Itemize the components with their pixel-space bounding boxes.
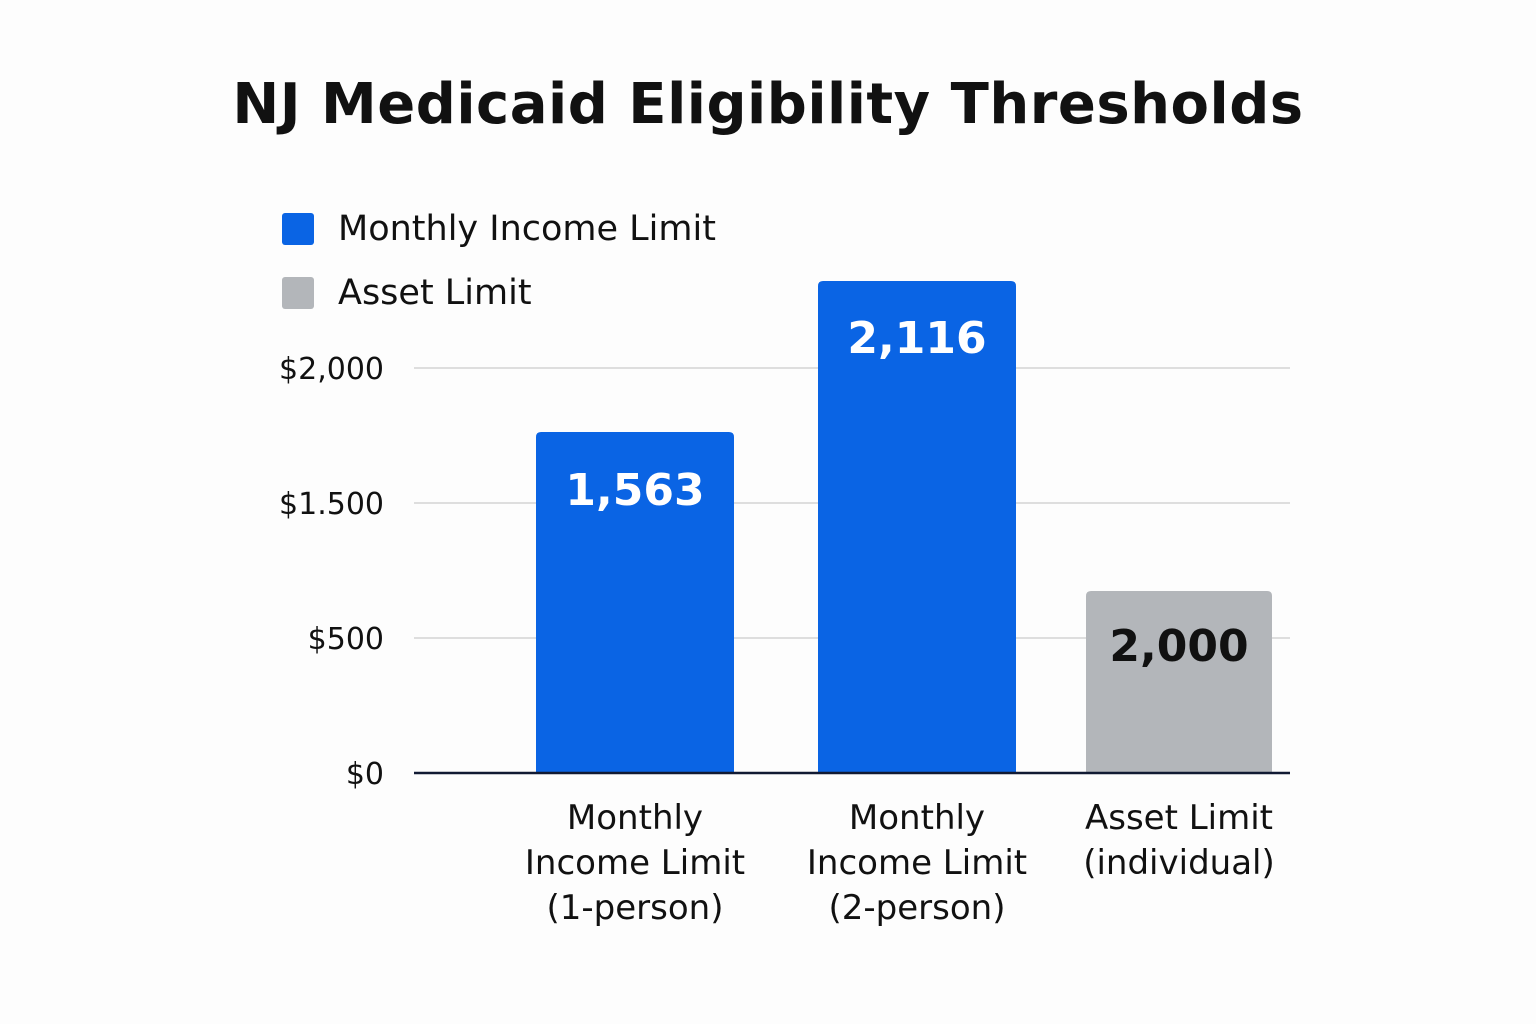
x-tick-label: Monthly [567,798,703,838]
legend-swatch-monthly-income-limit [282,213,314,245]
y-tick-label: $500 [308,622,384,657]
legend-item-monthly-income-limit: Monthly Income Limit [282,208,716,250]
y-tick-label: $1.500 [279,487,384,522]
x-tick-label: (individual) [1083,843,1275,883]
x-tick-label: Income Limit [807,843,1027,883]
bar [536,432,734,773]
bar-value-label: 2,000 [1109,621,1248,672]
legend-label-asset-limit: Asset Limit [338,273,532,313]
x-tick-label: Asset Limit [1085,798,1273,838]
x-tick-label: Monthly [849,798,985,838]
legend-swatch-asset-limit [282,277,314,309]
chart-legend: Monthly Income Limit Asset Limit [282,208,716,336]
x-tick-label: Income Limit [525,843,745,883]
y-tick-label: $0 [346,757,384,792]
y-tick-label: $2,000 [279,352,384,387]
bar-value-label: 1,563 [565,465,704,516]
bar [1086,591,1272,773]
x-tick-label: (1-person) [547,888,724,928]
legend-item-asset-limit: Asset Limit [282,272,716,314]
chart-title: NJ Medicaid Eligibility Thresholds [232,72,1304,137]
legend-label-monthly-income-limit: Monthly Income Limit [338,209,716,249]
bar-value-label: 2,116 [847,313,986,364]
x-tick-label: (2-person) [829,888,1006,928]
bar [818,281,1016,773]
